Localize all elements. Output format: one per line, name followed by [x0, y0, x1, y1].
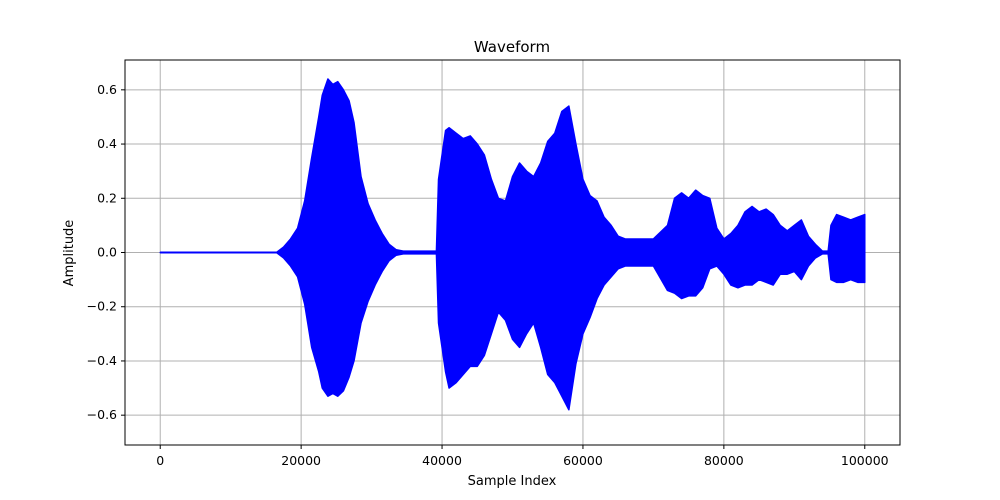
waveform-envelope	[159, 78, 866, 411]
x-tick-label: 60000	[563, 453, 603, 468]
y-axis-label: Amplitude	[62, 220, 77, 287]
x-tick-label: 20000	[281, 453, 321, 468]
x-tick-label: 80000	[704, 453, 744, 468]
y-tick-label: 0.2	[97, 190, 117, 205]
waveform-series	[159, 78, 866, 411]
y-tick-label: −0.2	[87, 299, 117, 314]
y-tick-label: −0.6	[87, 407, 117, 422]
y-axis-ticks: −0.6 −0.4 −0.2 0.0 0.2 0.4 0.6	[87, 82, 125, 422]
chart-title: Waveform	[474, 38, 550, 56]
x-axis-label: Sample Index	[468, 474, 557, 489]
x-tick-label: 0	[156, 453, 164, 468]
y-tick-label: 0.0	[97, 245, 117, 260]
x-tick-label: 100000	[841, 453, 889, 468]
y-tick-label: 0.6	[97, 82, 117, 97]
y-tick-label: 0.4	[97, 136, 117, 151]
x-tick-label: 40000	[422, 453, 462, 468]
y-tick-label: −0.4	[87, 353, 117, 368]
x-axis-ticks: 0 20000 40000 60000 80000 100000	[156, 445, 889, 468]
